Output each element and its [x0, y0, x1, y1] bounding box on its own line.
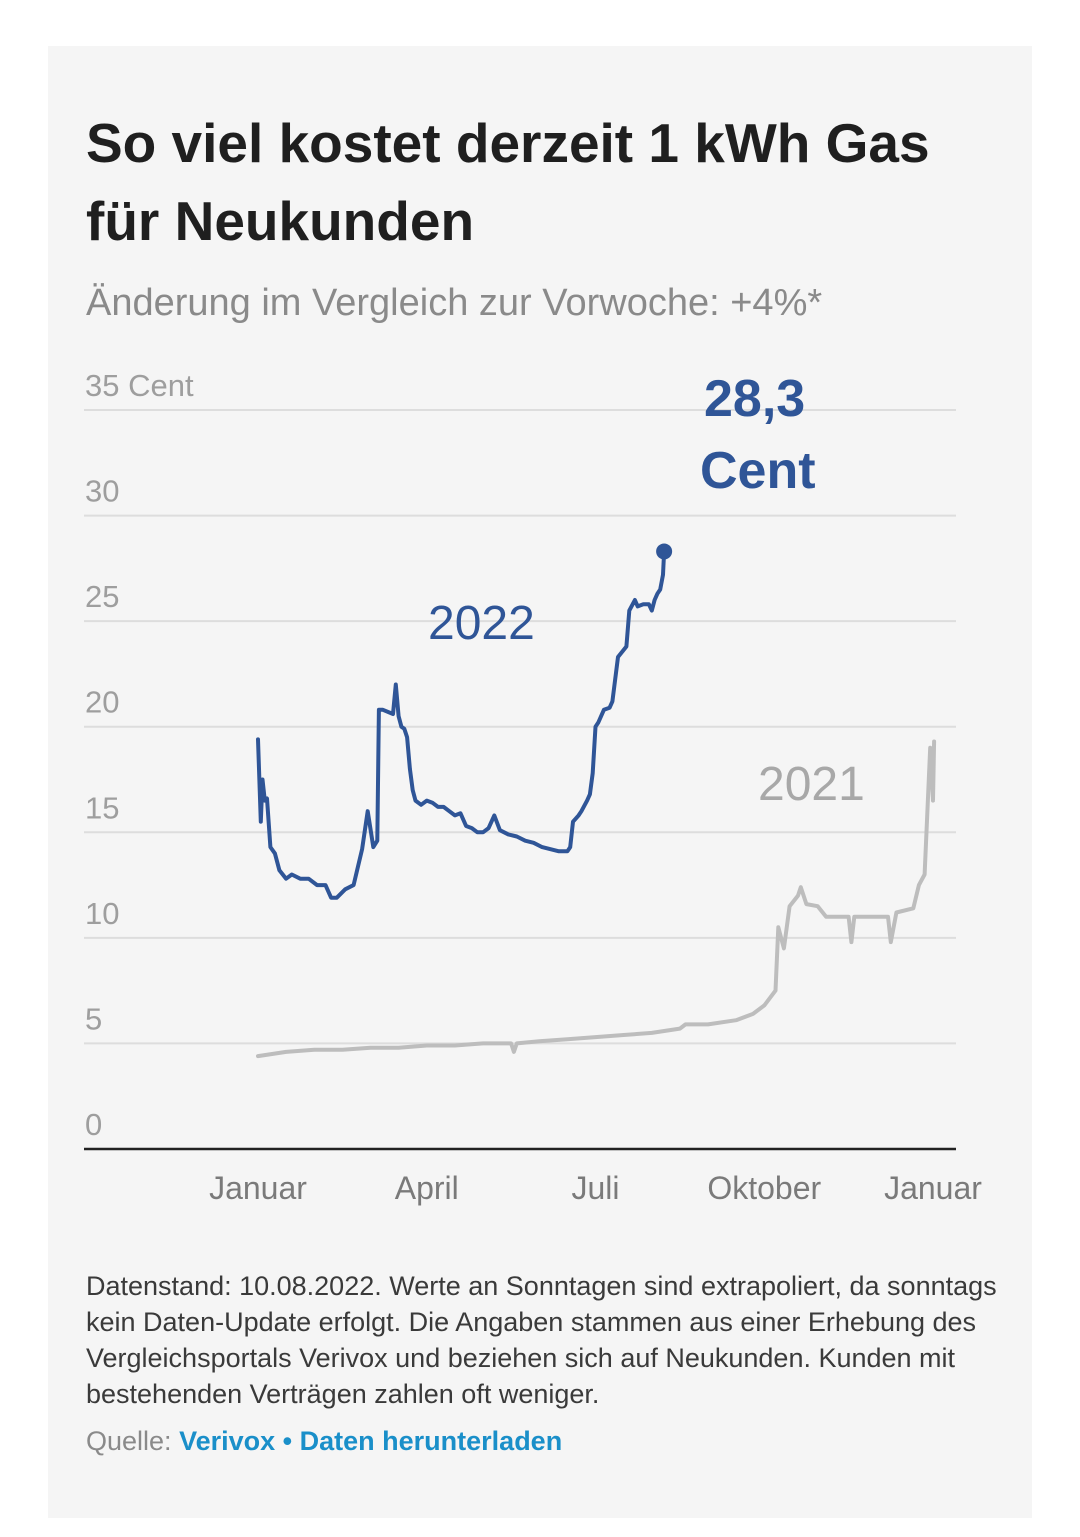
y-tick-label: 5 [85, 1001, 102, 1036]
chart-subtitle: Änderung im Vergleich zur Vorwoche: +4%* [86, 282, 823, 324]
y-tick-label: 25 [85, 579, 119, 614]
x-tick-label: Januar [209, 1170, 307, 1206]
source-label: Quelle: [86, 1426, 172, 1456]
y-tick-label: 20 [85, 685, 119, 720]
line-chart: 35 Cent 30 25 20 15 10 5 0 Januar April Juli Oktobe… [84, 368, 982, 1206]
y-tick-label: 10 [85, 896, 119, 931]
series-line-2022 [256, 572, 665, 900]
source-line: Quelle: Verivox • Daten herunterladen [86, 1426, 562, 1457]
current-value-unit: Cent [700, 442, 816, 500]
x-tick-label: Januar [884, 1170, 982, 1206]
chart-card: So viel kostet derzeit 1 kWh Gas für Neu… [48, 46, 1032, 1518]
download-data-link[interactable]: Daten herunterladen [299, 1426, 563, 1456]
y-tick-label: 35 Cent [85, 368, 194, 403]
x-tick-label: Juli [571, 1170, 619, 1206]
y-tick-label: 15 [85, 790, 119, 825]
series-line-2021 [256, 739, 937, 1059]
chart-title: So viel kostet derzeit 1 kWh Gas für Neu… [86, 112, 930, 252]
series-label-2021: 2021 [758, 758, 865, 811]
x-tick-label: April [395, 1170, 459, 1206]
y-tick-label: 30 [85, 474, 119, 509]
source-link-verivox[interactable]: Verivox [179, 1426, 276, 1456]
data-note: Datenstand: 10.08.2022. Werte an Sonntag… [86, 1271, 997, 1409]
current-value-label: 28,3 [704, 370, 805, 428]
current-value-point [656, 543, 673, 560]
x-tick-label: Oktober [707, 1170, 821, 1206]
series-label-2022: 2022 [428, 597, 535, 650]
y-tick-label: 0 [85, 1107, 102, 1142]
source-separator: • [282, 1426, 293, 1456]
